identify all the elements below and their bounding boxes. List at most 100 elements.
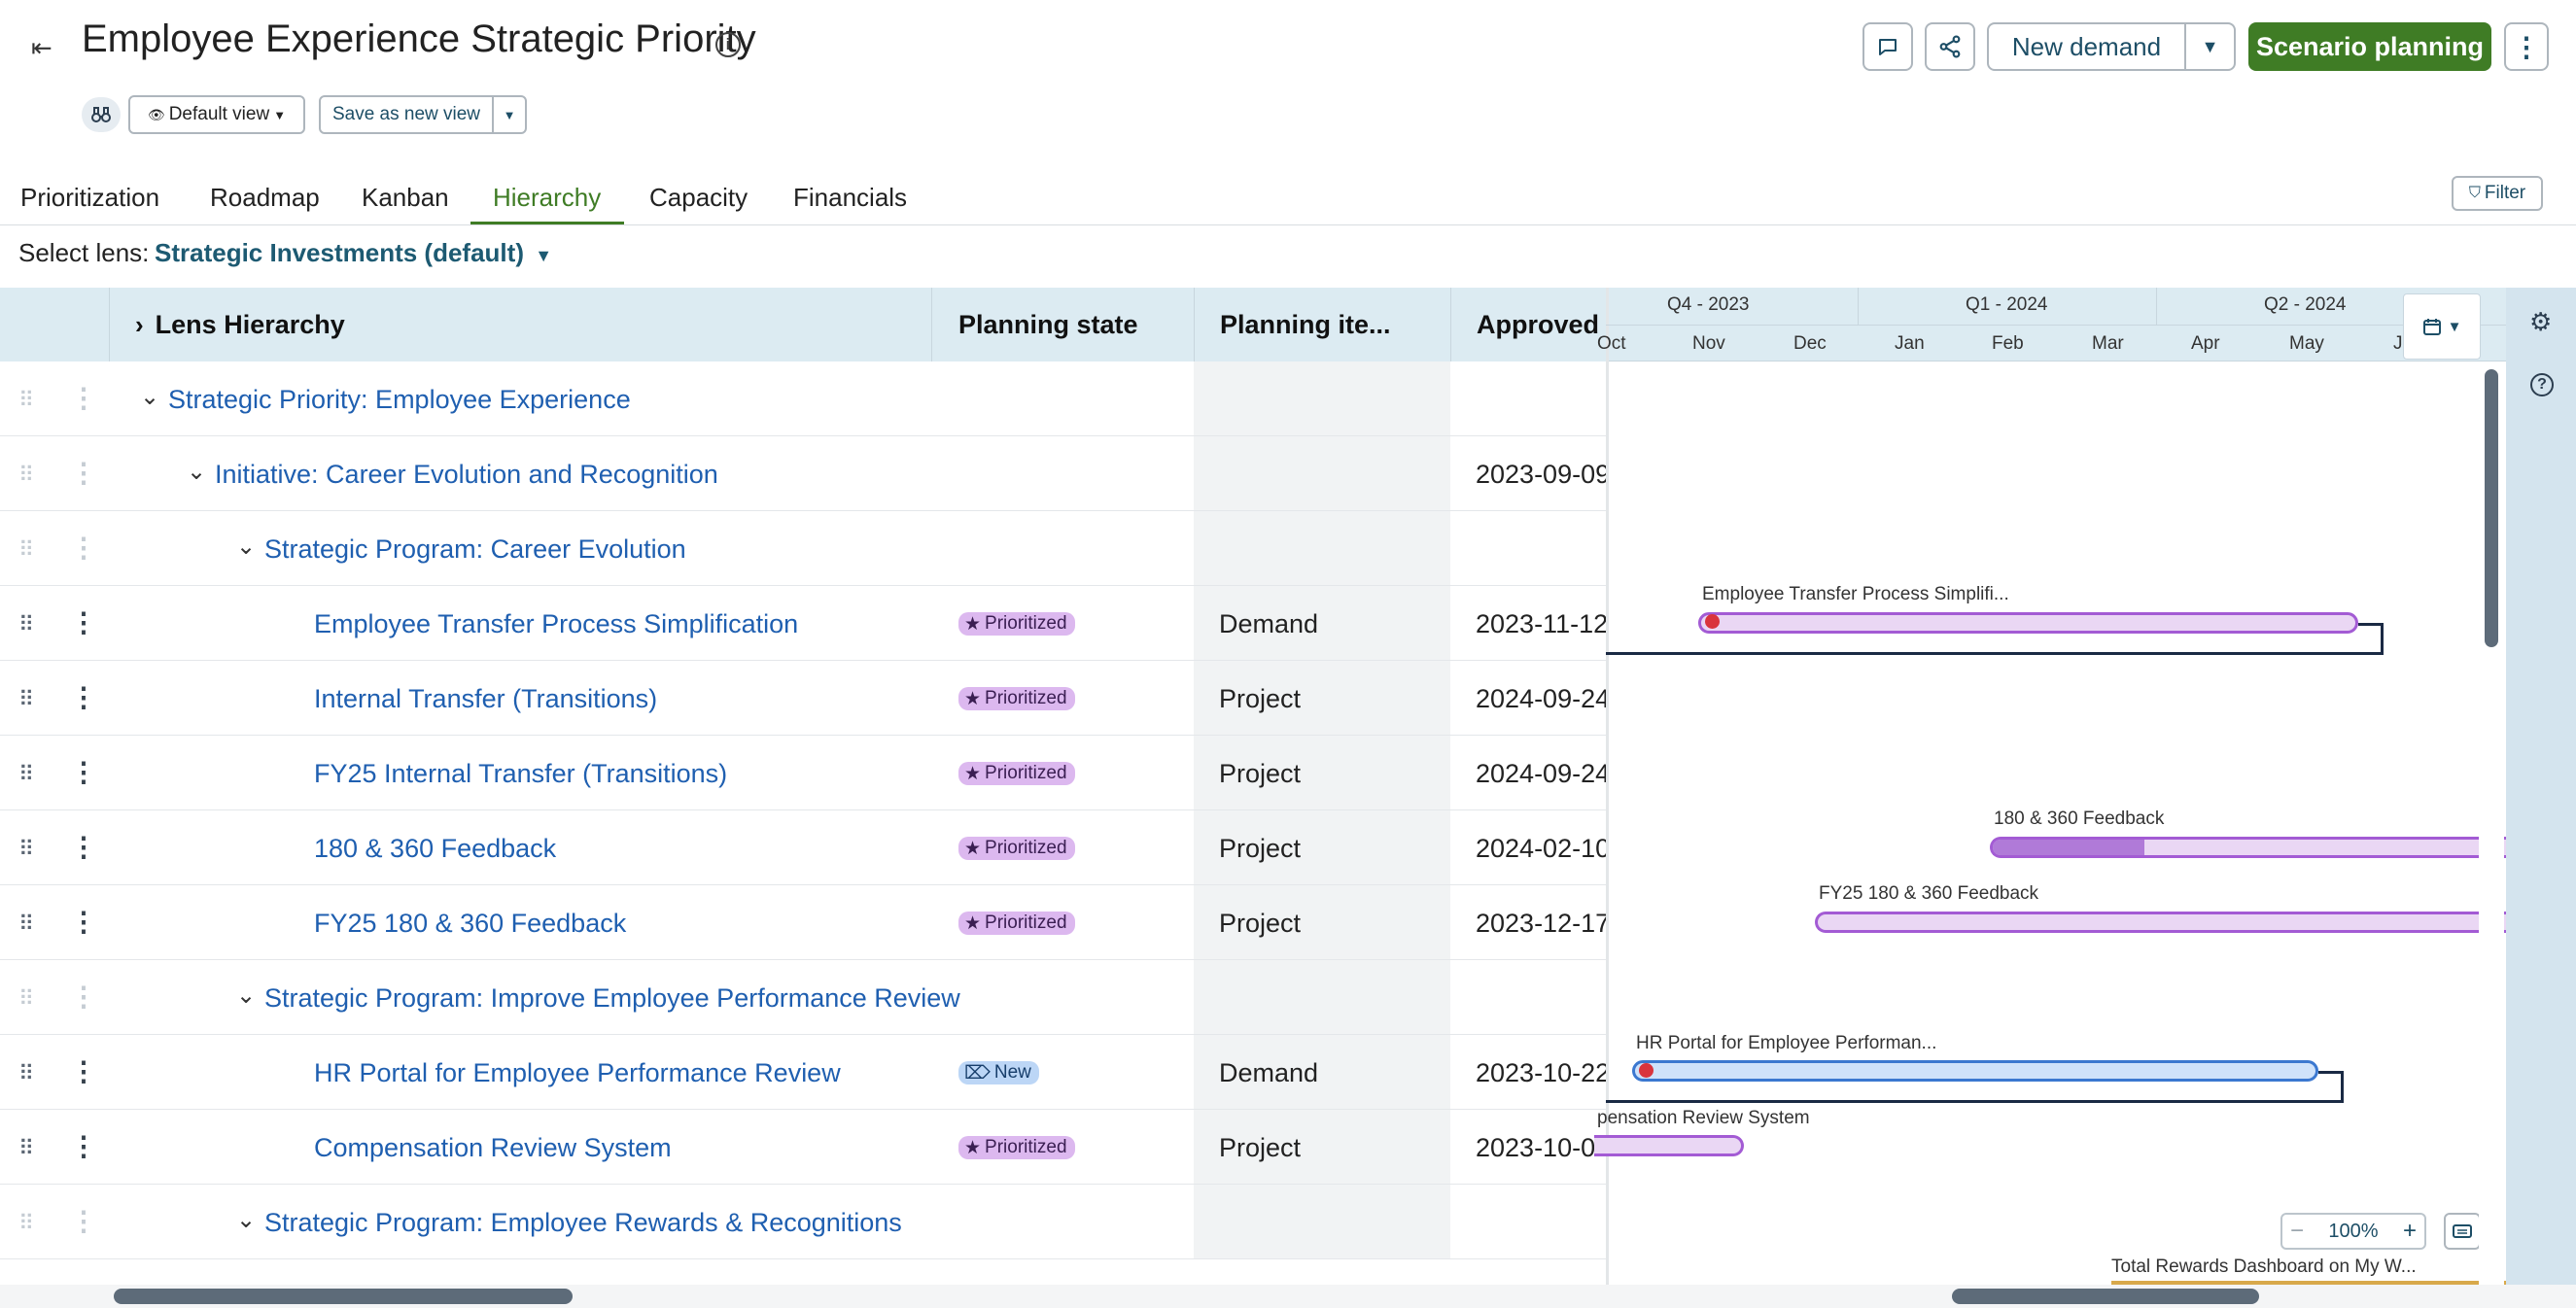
row-name[interactable]: FY25 Internal Transfer (Transitions) xyxy=(314,759,728,788)
row-name[interactable]: Employee Transfer Process Simplification xyxy=(314,609,799,638)
row-menu-icon[interactable]: ⋮ xyxy=(70,458,97,488)
binoculars-button[interactable] xyxy=(82,97,121,132)
month-label: Nov xyxy=(1692,333,1725,354)
gantt-bar[interactable] xyxy=(1632,1060,2318,1082)
row-name[interactable]: Compensation Review System xyxy=(314,1133,672,1162)
settings-icon[interactable]: ⚙ xyxy=(2529,307,2553,336)
gantt-bar[interactable] xyxy=(2111,1281,2534,1285)
save-as-new-view-button[interactable]: Save as new view xyxy=(319,95,494,134)
collapse-chevron-icon[interactable]: ⌄ xyxy=(187,459,207,485)
row-menu-icon[interactable]: ⋮ xyxy=(70,607,97,637)
row-name[interactable]: Strategic Program: Improve Employee Perf… xyxy=(264,983,960,1013)
row-name[interactable]: Strategic Priority: Employee Experience xyxy=(168,385,631,414)
table-row[interactable]: ⠿ ⋮ Internal Transfer (Transitions) ★ Pri… xyxy=(0,661,1610,736)
table-row[interactable]: ⠿ ⋮ ⌄ Strategic Priority: Employee Exper… xyxy=(0,361,1606,436)
calendar-dropdown[interactable]: ▼ xyxy=(2403,293,2481,360)
drag-handle-icon[interactable]: ⠿ xyxy=(18,1136,34,1160)
table-row[interactable]: ⠿ ⋮ Employee Transfer Process Simplifica… xyxy=(0,586,1608,661)
row-menu-icon[interactable]: ⋮ xyxy=(70,1131,97,1161)
row-name[interactable]: Strategic Program: Career Evolution xyxy=(264,534,686,564)
collapse-sidebar-icon[interactable]: ⇤ xyxy=(31,33,52,62)
row-menu-icon[interactable]: ⋮ xyxy=(70,1206,97,1236)
planning-state-header[interactable]: Planning state xyxy=(931,288,1194,361)
vertical-scrollbar-thumb[interactable] xyxy=(2485,369,2498,647)
gantt-bar[interactable] xyxy=(1698,612,2358,634)
save-view-dropdown[interactable]: ▼ xyxy=(492,95,527,134)
drag-handle-icon[interactable]: ⠿ xyxy=(18,612,34,637)
new-demand-button[interactable]: New demand xyxy=(1987,22,2186,71)
filter-button[interactable]: ⛉ Filter xyxy=(2452,176,2543,211)
row-menu-icon[interactable]: ⋮ xyxy=(70,383,97,413)
zoom-out-button[interactable]: − xyxy=(2290,1218,2305,1244)
gantt-bar[interactable] xyxy=(1990,837,2534,858)
drag-handle-icon[interactable]: ⠿ xyxy=(18,537,34,562)
collapse-chevron-icon[interactable]: ⌄ xyxy=(140,384,160,410)
row-menu-icon[interactable]: ⋮ xyxy=(70,1056,97,1086)
collapse-chevron-icon[interactable]: ⌄ xyxy=(236,1207,257,1233)
fit-to-screen-button[interactable] xyxy=(2444,1213,2481,1250)
more-options-button[interactable]: ⋮ xyxy=(2504,22,2549,71)
row-menu-icon[interactable]: ⋮ xyxy=(70,682,97,712)
star-icon: ★ xyxy=(964,613,982,635)
row-name[interactable]: FY25 180 & 360 Feedback xyxy=(314,909,627,938)
collapse-chevron-icon[interactable]: ⌄ xyxy=(236,534,257,560)
row-menu-icon[interactable]: ⋮ xyxy=(70,981,97,1012)
planning-item-header[interactable]: Planning ite... xyxy=(1194,288,1450,361)
table-row[interactable]: ⠿ ⋮ FY25 180 & 360 Feedback ★ Prioritized… xyxy=(0,885,1610,960)
help-icon[interactable]: ? xyxy=(2530,373,2554,396)
drag-handle-icon[interactable]: ⠿ xyxy=(18,1061,34,1085)
new-demand-dropdown[interactable]: ▼ xyxy=(2184,22,2236,71)
grid-horizontal-scrollbar-thumb[interactable] xyxy=(114,1289,573,1304)
table-row[interactable]: ⠿ ⋮ ⌄ Initiative: Career Evolution and R… xyxy=(0,436,1610,511)
tab-capacity[interactable]: Capacity xyxy=(649,183,748,212)
table-row[interactable]: ⠿ ⋮ FY25 Internal Transfer (Transitions)… xyxy=(0,736,1610,810)
status-badge-label: Prioritized xyxy=(985,838,1067,858)
drag-handle-icon[interactable]: ⠿ xyxy=(18,762,34,786)
info-icon[interactable]: i xyxy=(715,32,741,57)
gantt-bar[interactable] xyxy=(1815,912,2534,933)
tab-roadmap[interactable]: Roadmap xyxy=(210,183,320,212)
table-row[interactable]: ⠿ ⋮ ⌄ Strategic Program: Career Evolutio… xyxy=(0,511,1606,586)
table-row[interactable]: ⠿ ⋮ Compensation Review System ★ Prioriti… xyxy=(0,1110,1610,1185)
table-row[interactable]: ⠿ ⋮ 180 & 360 Feedback ★ Prioritized Proj… xyxy=(0,810,1610,885)
drag-handle-icon[interactable]: ⠿ xyxy=(18,837,34,861)
row-name[interactable]: Strategic Program: Employee Rewards & Re… xyxy=(264,1208,902,1237)
drag-handle-icon[interactable]: ⠿ xyxy=(18,388,34,412)
drag-handle-icon[interactable]: ⠿ xyxy=(18,1211,34,1235)
tab-prioritization[interactable]: Prioritization xyxy=(20,183,160,212)
row-name[interactable]: Internal Transfer (Transitions) xyxy=(314,684,658,713)
comment-button[interactable] xyxy=(1862,22,1913,71)
row-menu-icon[interactable]: ⋮ xyxy=(70,907,97,937)
row-menu-icon[interactable]: ⋮ xyxy=(70,832,97,862)
zoom-in-button[interactable]: + xyxy=(2402,1218,2417,1244)
tab-financials[interactable]: Financials xyxy=(793,183,908,212)
expand-all-icon[interactable]: › xyxy=(135,309,144,339)
table-row[interactable]: ⠿ ⋮ HR Portal for Employee Performance R… xyxy=(0,1035,1610,1110)
table-row[interactable]: ⠿ ⋮ ⌄ Strategic Program: Improve Employe… xyxy=(0,960,1606,1035)
month-label: Feb xyxy=(1992,333,2024,354)
drag-handle-icon[interactable]: ⠿ xyxy=(18,687,34,711)
scenario-planning-button[interactable]: Scenario planning xyxy=(2248,22,2491,71)
filter-icon: ⛉ xyxy=(2468,185,2481,201)
quarter-label: Q4 - 2023 xyxy=(1667,294,1750,315)
row-menu-icon[interactable]: ⋮ xyxy=(70,757,97,787)
drag-handle-icon[interactable]: ⠿ xyxy=(18,986,34,1011)
approved-date: 2023-10-02 xyxy=(1476,1133,1611,1162)
gantt-bar[interactable] xyxy=(1594,1135,1744,1156)
lens-select[interactable]: Strategic Investments (default) ▼ xyxy=(155,238,552,268)
gantt-horizontal-scrollbar-thumb[interactable] xyxy=(1952,1289,2259,1304)
row-menu-icon[interactable]: ⋮ xyxy=(70,533,97,563)
lens-hierarchy-header[interactable]: › Lens Hierarchy xyxy=(109,288,931,361)
tab-hierarchy[interactable]: Hierarchy xyxy=(493,183,602,212)
default-view-select[interactable]: 👁 Default view ▼ xyxy=(128,95,305,134)
row-name[interactable]: 180 & 360 Feedback xyxy=(314,834,557,863)
row-name[interactable]: Initiative: Career Evolution and Recogni… xyxy=(215,460,718,489)
tab-kanban[interactable]: Kanban xyxy=(362,183,449,212)
table-row[interactable]: ⠿ ⋮ ⌄ Strategic Program: Employee Reward… xyxy=(0,1185,1606,1259)
drag-handle-icon[interactable]: ⠿ xyxy=(18,912,34,936)
row-name[interactable]: HR Portal for Employee Performance Revie… xyxy=(314,1058,841,1087)
collapse-chevron-icon[interactable]: ⌄ xyxy=(236,982,257,1009)
approved-header[interactable]: Approved st xyxy=(1450,288,1606,361)
share-button[interactable] xyxy=(1925,22,1975,71)
drag-handle-icon[interactable]: ⠿ xyxy=(18,463,34,487)
